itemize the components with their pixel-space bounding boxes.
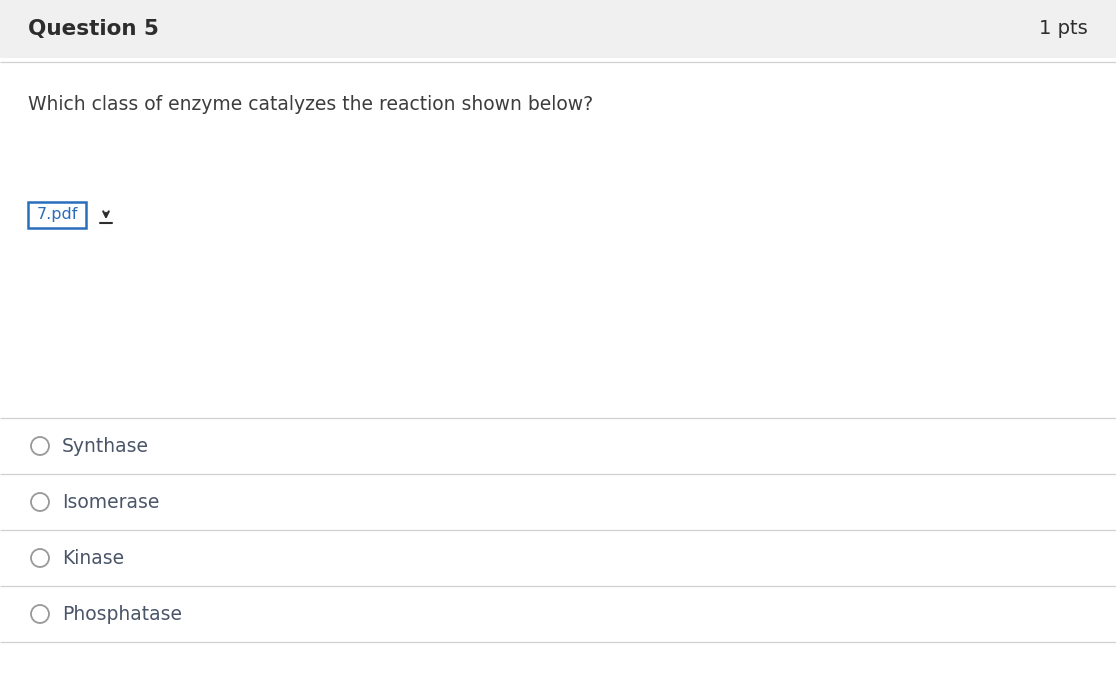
FancyBboxPatch shape (0, 0, 1116, 58)
Text: Question 5: Question 5 (28, 19, 158, 39)
Text: Synthase: Synthase (62, 437, 150, 456)
Text: 1 pts: 1 pts (1039, 20, 1088, 39)
Text: Kinase: Kinase (62, 549, 124, 567)
Text: Phosphatase: Phosphatase (62, 605, 182, 624)
Text: 7.pdf: 7.pdf (37, 207, 78, 222)
FancyBboxPatch shape (28, 202, 86, 228)
Text: Isomerase: Isomerase (62, 492, 160, 511)
Text: Which class of enzyme catalyzes the reaction shown below?: Which class of enzyme catalyzes the reac… (28, 96, 593, 115)
